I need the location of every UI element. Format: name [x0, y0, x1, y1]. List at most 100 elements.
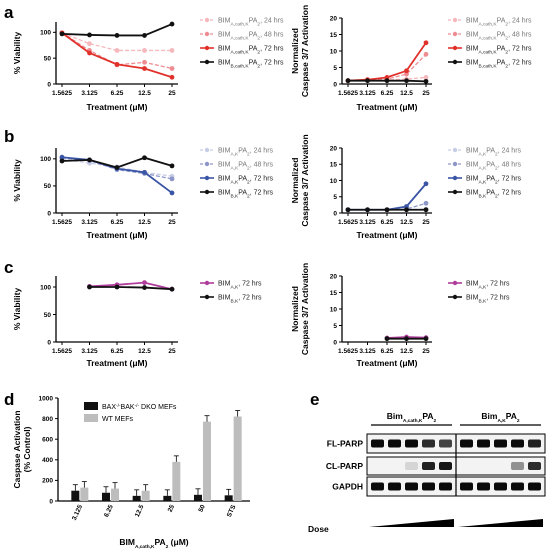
data-point — [87, 41, 92, 47]
x-axis-label: Treatment (μM) — [357, 358, 418, 368]
legend-label: BAX-/-BAK-/- DKO MEFs — [102, 403, 177, 412]
legend-label: BIMA,cath,KPA2, 24 hrs — [218, 18, 284, 28]
x-tick-label: 6.25 — [381, 90, 394, 97]
legend-label: BIMB,cath,KPA2, 72 hrs — [218, 60, 284, 70]
legend-swatch-marker — [452, 31, 458, 37]
blot-band — [511, 482, 524, 491]
y-tick-label: 15 — [330, 32, 338, 39]
y-tick-label: 0 — [333, 339, 337, 346]
legend-label: BIMA,cath,KPA2, 24 hrs — [466, 18, 532, 28]
y-axis-label-line2: Caspase 3/7 Activation — [300, 134, 310, 226]
legend-label: BIMA,K, 72 hrs — [218, 281, 262, 291]
y-tick-label: 0 — [47, 210, 51, 217]
x-axis-label: Treatment (μM) — [87, 102, 148, 112]
data-point — [142, 169, 147, 175]
data-point — [142, 155, 147, 161]
legend-label: BIMA,cath,KPA2, 72 hrs — [466, 46, 532, 56]
viability-chart-b: 0 50 100 1.5625 3.125 6.25 12.5 25 Treatment (μM… — [12, 148, 274, 241]
blot-band — [422, 462, 435, 470]
legend-label: BIMA,KPA2, 24 hrs — [218, 148, 274, 158]
legend-label: BIMA,KPA2, 24 hrs — [466, 148, 522, 158]
data-point — [142, 59, 147, 65]
data-point — [384, 75, 390, 80]
viability-chart-a: 0 50 100 1.5625 3.125 6.25 12.5 25 Treatment (μM… — [12, 18, 284, 113]
legend-swatch-marker — [204, 280, 210, 286]
panel-letter-a: a — [4, 3, 14, 22]
legend-label: BIMA,K, 72 hrs — [466, 281, 510, 291]
legend-swatch-marker — [452, 59, 458, 65]
bar-wt — [111, 488, 119, 501]
x-tick-label: 25 — [422, 90, 430, 97]
legend-swatch-marker — [452, 17, 458, 23]
data-point — [169, 48, 175, 53]
blot-band — [528, 462, 541, 470]
data-point — [384, 336, 390, 342]
y-axis-label-line2: (% Control) — [22, 426, 32, 472]
y-tick-label: 20 — [330, 145, 338, 152]
blot-band — [528, 439, 541, 448]
caspase-chart-a: 0 5 10 15 20 1.5625 3.125 6.25 12.5 25 Treatment (… — [290, 5, 532, 112]
x-tick-label: 6.25 — [103, 504, 115, 519]
legend-label: BIMB,cath,KPA2, 72 hrs — [466, 60, 532, 70]
bar-wt — [203, 421, 211, 501]
legend-swatch-marker — [452, 175, 458, 181]
x-tick-label: 12.5 — [400, 348, 413, 355]
blot-band — [388, 439, 401, 448]
data-point — [169, 74, 175, 80]
dose-label: Dose — [308, 524, 329, 534]
blot-band — [439, 439, 452, 448]
y-tick-label: 100 — [40, 156, 51, 163]
blot-band — [405, 462, 418, 470]
y-tick-label: 15 — [330, 290, 338, 297]
blot-row-label: CL-PARP — [326, 461, 363, 471]
data-point — [142, 33, 147, 38]
x-axis-label: BIMA,cath,KPA2 (μM) — [119, 537, 188, 550]
bar-wt — [141, 490, 150, 501]
x-tick-label: 25 — [422, 219, 430, 226]
data-point — [404, 78, 409, 84]
data-point — [87, 32, 92, 38]
bar-wt — [172, 461, 181, 501]
data-point — [114, 165, 120, 170]
data-point — [365, 207, 370, 213]
x-tick-label: 3.125 — [81, 219, 98, 226]
y-tick-label: 0 — [333, 81, 337, 88]
data-point — [169, 21, 175, 27]
x-tick-label: 1.5625 — [52, 90, 72, 97]
legend-swatch-marker — [452, 294, 458, 300]
series-line — [61, 156, 173, 194]
blot-row-label: FL-PARP — [327, 439, 364, 449]
western-blot-e: BimA,cath,KPA2 BimA,KPA2 FL-PARP CL-PARP GAP… — [308, 411, 546, 534]
data-point — [404, 68, 409, 74]
data-point — [384, 78, 390, 84]
viability-chart-c: 0 50 100 1.5625 3.125 6.25 12.5 25 Treatment (μM… — [12, 276, 262, 368]
x-tick-label: 3.125 — [71, 504, 84, 522]
legend-label: BIMB,K, 72 hrs — [218, 295, 262, 305]
y-tick-label: 5 — [333, 194, 337, 201]
caspase-chart-c: 0 5 10 15 20 1.5625 3.125 6.25 12.5 25 Treatment (… — [290, 263, 510, 368]
x-axis-label: Treatment (μM) — [357, 230, 418, 240]
legend-swatch-marker — [204, 189, 210, 195]
legend-swatch-marker — [452, 189, 458, 195]
y-axis-label-line2: Caspase 3/7 Activation — [300, 5, 310, 97]
data-point — [423, 51, 429, 57]
panel-letter-c: c — [4, 258, 13, 277]
panel-letter-d: d — [4, 390, 14, 409]
x-tick-label: 6.25 — [381, 348, 394, 355]
blot-band — [477, 439, 490, 448]
y-tick-label: 20 — [330, 273, 338, 280]
legend-label: BIMB,KPA2, 72 hrs — [218, 190, 274, 200]
blot-band — [371, 482, 384, 491]
legend-label: BIMA,cath,KPA2, 48 hrs — [466, 32, 532, 42]
legend-swatch-marker — [452, 161, 458, 167]
data-point — [59, 31, 65, 37]
data-point — [114, 61, 120, 67]
y-tick-label: 20 — [330, 15, 338, 22]
legend-label: BIMA,KPA2, 72 hrs — [218, 176, 274, 186]
x-tick-label: 6.25 — [111, 348, 124, 355]
data-point — [87, 157, 92, 163]
blot-band — [371, 439, 384, 448]
series-line — [89, 281, 173, 291]
y-tick-label: 50 — [44, 312, 52, 319]
x-tick-label: 12.5 — [138, 348, 151, 355]
